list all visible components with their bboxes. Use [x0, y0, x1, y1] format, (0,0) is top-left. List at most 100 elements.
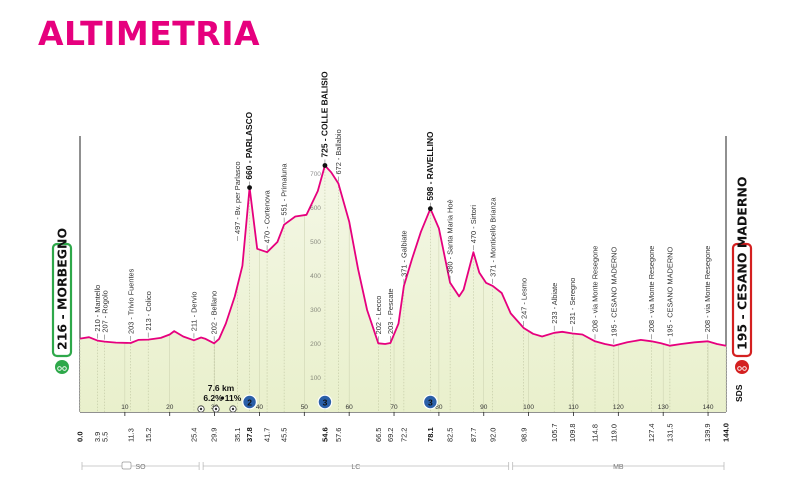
- place-label: 660 - PARLASCO: [244, 111, 254, 179]
- km-label: 127.4: [647, 424, 656, 443]
- place-label: 195 - CESANO MADERNO: [666, 247, 675, 337]
- elevation-tick: 100: [310, 375, 321, 382]
- tick-label: 80: [435, 404, 443, 411]
- finish-badge-bike-icon: [735, 360, 749, 374]
- tick-label: 110: [568, 404, 579, 411]
- tick-label: 90: [480, 404, 488, 411]
- place-label: 207 - Rogolo: [100, 290, 109, 332]
- elevation-tick: 700: [310, 171, 321, 178]
- km-label: 3.9: [93, 432, 102, 442]
- km-label: 5.5: [100, 432, 109, 442]
- profile-line: [79, 164, 727, 347]
- km-label: 82.5: [446, 428, 455, 442]
- km-label: 105.7: [550, 424, 559, 443]
- km-label: 92.0: [488, 428, 497, 442]
- elevation-ticks: 100 200 300 400 500 600 700: [310, 171, 321, 382]
- place-label: 208 - via Monte Resegone: [591, 246, 600, 333]
- km-label: 57.6: [334, 428, 343, 442]
- place-label: 497 - Bv. per Parlasco: [233, 161, 242, 234]
- tick-label: 130: [658, 404, 669, 411]
- gpm-badge: [422, 394, 438, 410]
- province-zones: SO LC MB: [81, 462, 725, 471]
- tick-label: 140: [703, 404, 714, 411]
- tick-label: 120: [613, 404, 624, 411]
- place-label: 371 - Monticello Brianza: [488, 197, 497, 277]
- wheel: [737, 366, 742, 371]
- km-label: 139.9: [703, 424, 712, 443]
- place-label: 231 - Seregno: [568, 278, 577, 325]
- sds-label: SDS: [734, 384, 744, 402]
- place-label: 202 - Lecco: [374, 296, 383, 335]
- car-icon: [121, 461, 132, 470]
- chart-grid: [79, 165, 727, 412]
- gpm-badge: [242, 394, 257, 410]
- zone-label: MB: [613, 464, 624, 471]
- km-label: 144.0: [722, 423, 731, 442]
- place-label: 371 - Galbiate: [399, 230, 408, 276]
- summit-dot: [247, 185, 252, 191]
- km-label: 109.8: [568, 424, 577, 443]
- place-label: 195 - CESANO MADERNO: [609, 247, 618, 337]
- profile-area: [80, 165, 726, 412]
- wheel: [57, 366, 62, 371]
- tick-label: 10: [121, 404, 129, 411]
- km-label: 45.5: [280, 428, 289, 442]
- tick-label: 100: [523, 404, 534, 411]
- km-label: 69.2: [386, 428, 395, 442]
- page-title: ALTIMETRIA: [38, 14, 261, 53]
- km-label: 15.2: [144, 428, 153, 442]
- km-label: 72.2: [399, 428, 408, 442]
- km-label: 25.4: [190, 428, 199, 442]
- climb-gradient: 6.2%: [203, 393, 223, 403]
- zone-label: LC: [351, 464, 360, 471]
- elevation-tick: 200: [310, 341, 321, 348]
- elevation-area: [80, 165, 726, 412]
- km-label: 119.0: [609, 424, 618, 442]
- gpm-category: 3: [323, 398, 328, 408]
- km-label: 114.8: [591, 424, 600, 442]
- place-label: 725 - COLLE BALISIO: [320, 71, 330, 158]
- start-badge-bike-icon: [55, 360, 69, 374]
- place-label: 247 - Lesmo: [519, 278, 528, 319]
- place-label: 470 - Sirtori: [469, 205, 478, 244]
- place-label: 211 - Dervio: [190, 292, 199, 332]
- elevation-line: [79, 164, 727, 347]
- place-label: 208 - via Monte Resegone: [703, 246, 712, 333]
- place-label: 233 - Albiate: [550, 283, 559, 324]
- finish-badge-label: 195 - CESANO MADERNO: [735, 176, 750, 350]
- elevation-tick: 500: [310, 239, 321, 246]
- gpm-badge: [317, 394, 333, 410]
- place-label: 598 - RAVELLINO: [425, 131, 435, 201]
- km-label: 98.9: [519, 428, 528, 442]
- km-label: 0.0: [76, 431, 85, 442]
- tick-label: 50: [301, 404, 309, 411]
- km-label: 87.7: [469, 428, 478, 442]
- km-label: 35.1: [233, 428, 242, 442]
- gpm-category: 2: [247, 398, 252, 408]
- wheel: [62, 366, 67, 371]
- elevation-tick: 600: [310, 205, 321, 212]
- place-label: 551 - Primaluna: [280, 163, 289, 216]
- start-badge-label: 216 - MORBEGNO: [55, 228, 70, 350]
- km-label: 66.5: [374, 428, 383, 442]
- tick-label: 70: [390, 404, 398, 411]
- tick-label: 40: [256, 404, 264, 411]
- climb-max-gradient: 11%: [225, 393, 242, 403]
- finish-badge: 195 - CESANO MADERNO: [731, 176, 753, 374]
- summit-dot: [427, 206, 433, 212]
- gradient-dot: [220, 396, 225, 400]
- km-label: 37.8: [245, 427, 254, 442]
- place-label: 213 - Colico: [144, 291, 153, 330]
- zone-label: SO: [136, 464, 147, 471]
- place-label: 672 - Ballabio: [334, 129, 343, 174]
- summit-dot: [322, 163, 328, 168]
- place-label: 380 - Santa Maria Hoè: [446, 199, 455, 273]
- climb-length: 7.6 km: [208, 383, 235, 393]
- start-badge: 216 - MORBEGNO: [51, 228, 73, 374]
- km-label: 131.5: [666, 424, 675, 443]
- place-label: 470 - Cortenova: [263, 189, 272, 243]
- start-badge-frame: [51, 242, 73, 358]
- km-label: 54.6: [321, 427, 330, 442]
- place-label: 203 - Pescate: [386, 288, 395, 334]
